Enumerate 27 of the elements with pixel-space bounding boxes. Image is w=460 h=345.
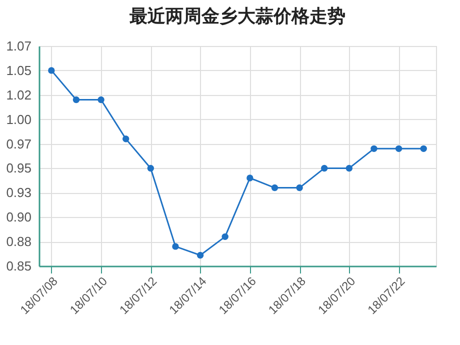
point [420,145,427,152]
y-tick-label: 1.00 [6,112,32,127]
point [172,243,179,250]
point [395,145,402,152]
point [296,184,303,192]
point [122,136,130,142]
point [370,145,378,152]
y-tick-label: 1.05 [6,62,32,78]
point [222,233,228,240]
point [196,252,204,259]
point [271,184,278,192]
y-tick-label: 1.02 [6,87,32,102]
chart-title: 最近两周金乡大蒜价格走势 [128,6,346,27]
point [48,67,55,74]
point [98,96,104,104]
point [147,164,154,172]
point [246,174,254,182]
y-tick-label: 0.95 [6,160,32,176]
y-tick-label: 0.93 [6,185,32,200]
point [320,164,328,172]
point [72,96,80,104]
point [346,164,353,172]
y-tick-label: 0.85 [6,258,32,274]
y-tick-label: 0.90 [6,210,32,225]
y-tick-label: 0.97 [6,136,32,152]
y-tick-label: 0.88 [6,234,32,250]
y-tick-label: 1.07 [6,38,32,54]
